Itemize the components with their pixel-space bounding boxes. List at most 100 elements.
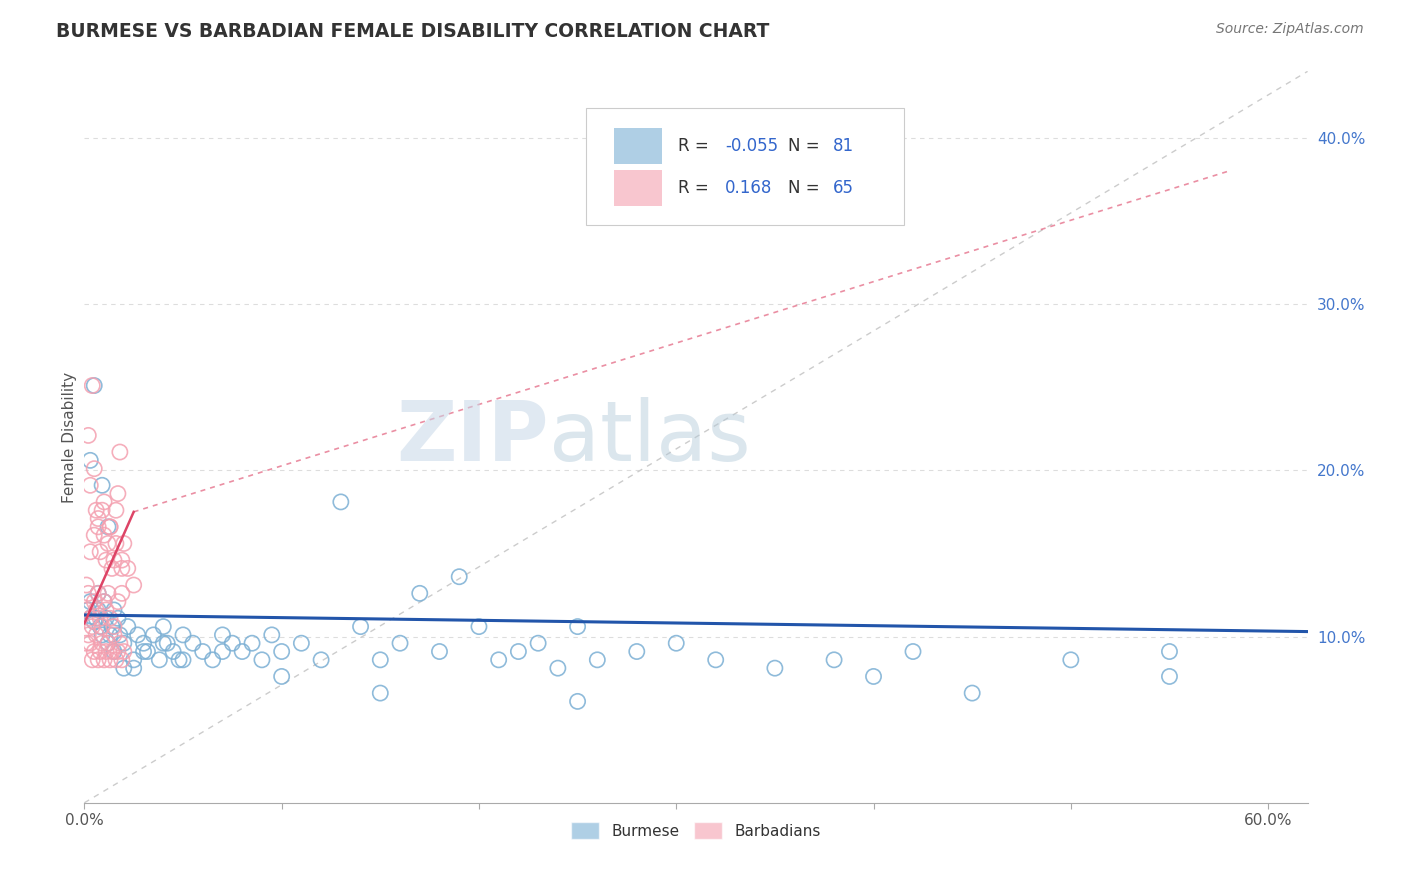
Text: BURMESE VS BARBADIAN FEMALE DISABILITY CORRELATION CHART: BURMESE VS BARBADIAN FEMALE DISABILITY C…: [56, 22, 769, 41]
Point: [148, 653, 170, 667]
Point: [527, 636, 550, 650]
Point: [117, 619, 139, 633]
Point: [77, 603, 100, 617]
FancyBboxPatch shape: [614, 170, 662, 206]
Y-axis label: Female Disability: Female Disability: [62, 371, 77, 503]
Point: [97, 636, 120, 650]
Text: atlas: atlas: [550, 397, 751, 477]
Point: [1159, 644, 1181, 658]
Point: [89, 611, 111, 625]
Point: [201, 653, 224, 667]
Point: [79, 453, 101, 467]
Point: [91, 636, 114, 650]
Point: [136, 644, 159, 658]
Text: N =: N =: [787, 179, 824, 197]
Point: [172, 653, 194, 667]
Point: [84, 503, 107, 517]
Point: [84, 603, 107, 617]
Point: [626, 644, 648, 658]
Point: [93, 653, 115, 667]
Point: [108, 445, 131, 459]
Point: [97, 536, 120, 550]
Point: [75, 578, 97, 592]
Point: [103, 603, 125, 617]
Point: [823, 653, 845, 667]
Point: [152, 636, 174, 650]
Point: [270, 644, 292, 658]
Point: [87, 586, 110, 600]
Point: [79, 478, 101, 492]
Point: [84, 628, 107, 642]
Point: [167, 653, 190, 667]
Point: [98, 520, 121, 534]
Point: [98, 653, 121, 667]
Text: R =: R =: [678, 179, 714, 197]
Point: [83, 461, 105, 475]
Point: [93, 594, 115, 608]
Point: [117, 561, 139, 575]
Point: [83, 594, 105, 608]
Point: [87, 603, 110, 617]
Point: [93, 495, 115, 509]
Point: [91, 478, 114, 492]
Point: [77, 428, 100, 442]
Point: [122, 578, 145, 592]
Point: [309, 653, 332, 667]
Point: [101, 561, 124, 575]
Point: [82, 609, 104, 624]
Point: [98, 628, 121, 642]
Point: [83, 615, 105, 629]
Point: [191, 644, 214, 658]
Point: [103, 619, 125, 633]
Point: [87, 586, 110, 600]
Point: [94, 644, 117, 658]
Point: [260, 628, 283, 642]
Point: [508, 644, 530, 658]
Point: [270, 669, 292, 683]
Point: [82, 653, 104, 667]
Point: [132, 644, 155, 658]
Point: [132, 636, 155, 650]
Point: [468, 619, 491, 633]
Point: [79, 636, 101, 650]
Point: [665, 636, 688, 650]
Point: [101, 644, 124, 658]
Point: [389, 636, 412, 650]
Point: [156, 636, 179, 650]
Point: [763, 661, 786, 675]
Point: [162, 644, 184, 658]
Point: [704, 653, 727, 667]
Point: [89, 545, 111, 559]
Point: [98, 520, 121, 534]
Point: [112, 536, 135, 550]
Point: [112, 644, 135, 658]
Point: [79, 594, 101, 608]
Point: [250, 653, 273, 667]
Point: [111, 653, 134, 667]
Point: [1159, 669, 1181, 683]
Point: [111, 561, 134, 575]
Point: [87, 653, 110, 667]
Point: [862, 669, 884, 683]
Point: [181, 636, 204, 650]
Point: [240, 636, 263, 650]
Point: [75, 603, 97, 617]
Point: [112, 661, 135, 675]
Point: [122, 661, 145, 675]
Point: [211, 644, 233, 658]
Point: [221, 636, 243, 650]
Point: [97, 636, 120, 650]
Point: [108, 628, 131, 642]
Point: [87, 511, 110, 525]
Point: [107, 611, 129, 625]
Point: [211, 628, 233, 642]
Point: [960, 686, 983, 700]
Point: [172, 628, 194, 642]
Point: [94, 611, 117, 625]
Point: [83, 644, 105, 658]
Text: 81: 81: [832, 137, 853, 155]
Point: [98, 611, 121, 625]
Point: [329, 495, 352, 509]
Point: [429, 644, 451, 658]
Point: [91, 628, 114, 642]
